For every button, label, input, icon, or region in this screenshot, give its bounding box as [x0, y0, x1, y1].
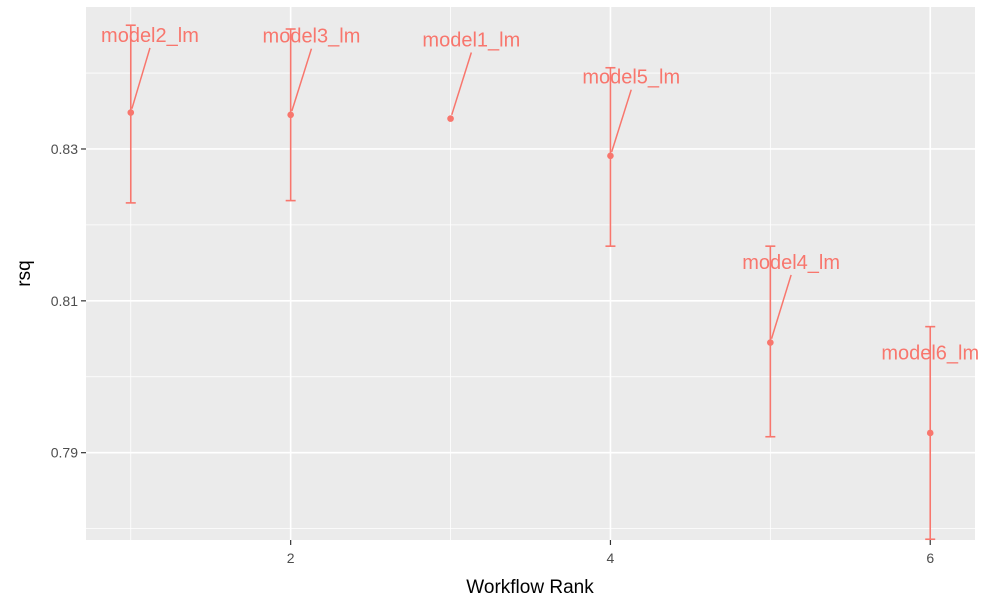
- y-tick-label: 0.81: [51, 293, 78, 309]
- data-point: [926, 429, 934, 437]
- point-label: model2_lm: [101, 25, 199, 47]
- minor-gridlines: [86, 7, 975, 540]
- y-axis-tick-labels: 0.79 0.81 0.83: [51, 141, 78, 461]
- y-tick-label: 0.83: [51, 141, 78, 157]
- x-axis-tick-labels: 2 4 6: [287, 550, 935, 566]
- data-point: [767, 339, 774, 346]
- point-label: model1_lm: [422, 29, 520, 51]
- y-axis-title: rsq: [14, 260, 35, 286]
- data-point: [287, 111, 294, 119]
- point-label: model6_lm: [881, 342, 979, 364]
- point-label: model3_lm: [263, 26, 361, 48]
- data-point: [447, 115, 454, 122]
- data-points: [127, 109, 934, 437]
- x-tick-label: 4: [607, 550, 615, 566]
- x-axis-title: Workflow Rank: [466, 577, 594, 598]
- label-leader-lines: [131, 47, 931, 429]
- data-point: [127, 109, 135, 116]
- point-label: model4_lm: [742, 252, 840, 274]
- axis-ticks: [81, 148, 931, 545]
- point-labels: model2_lm model3_lm model1_lm model5_lmmode…: [101, 25, 979, 364]
- leader-line: [291, 48, 313, 112]
- x-tick-label: 6: [926, 550, 934, 566]
- leader-line: [770, 274, 792, 339]
- x-tick-label: 2: [287, 550, 295, 566]
- leader-line: [610, 89, 632, 153]
- plot-panel: [86, 7, 975, 540]
- data-point: [607, 152, 614, 160]
- point-label: model5_lm: [582, 67, 680, 89]
- y-tick-label: 0.79: [51, 445, 78, 461]
- leader-line: [451, 52, 473, 116]
- leader-line: [131, 47, 151, 109]
